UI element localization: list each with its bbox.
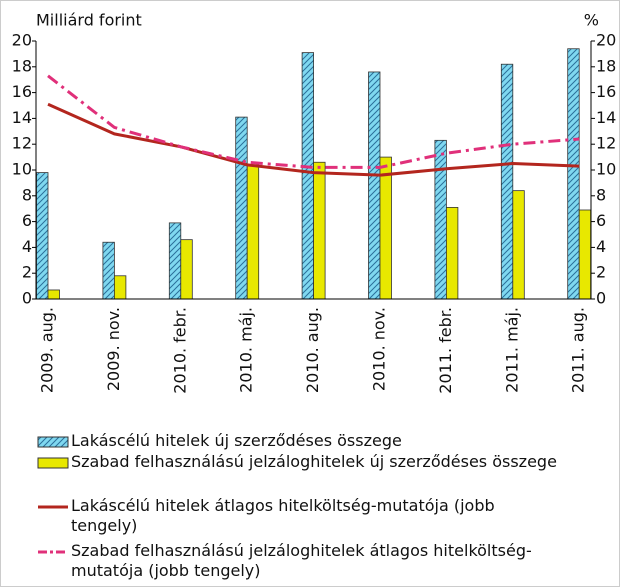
bar [114, 275, 127, 300]
legend-swatch [37, 457, 69, 469]
y2-tick-label: 12 [596, 134, 616, 153]
legend-icon [37, 436, 69, 448]
y2-tick-label: 18 [596, 56, 616, 75]
x-tick-label: 2010. nov. [370, 307, 389, 391]
y-tick-label: 20 [12, 31, 32, 50]
legend-icon [38, 505, 68, 509]
y2-tick-label: 6 [596, 211, 606, 230]
legend-icon [38, 550, 68, 554]
plot: Milliárd forint % 0 2 4 6 8 10 12 14 16 18 20 0 2 4 6 8… [12, 11, 617, 394]
legend-label: Lakáscélú hitelek átlagos hitelköltség-m… [71, 496, 495, 535]
legend-swatch [37, 436, 69, 448]
bar [168, 222, 182, 300]
legend-item: Lakáscélú hitelek átlagos hitelköltség-m… [38, 496, 561, 536]
legend-item: Szabad felhasználású jelzáloghitelek átl… [38, 541, 561, 581]
y-tick-label: 4 [22, 237, 32, 256]
legend-label: Szabad felhasználású jelzáloghitelek új … [71, 452, 557, 471]
bar [313, 161, 326, 300]
y-axis-label: Milliárd forint [36, 11, 142, 30]
bar [235, 116, 248, 300]
y-tick-label: 10 [12, 160, 32, 179]
y-tick-label: 6 [22, 211, 32, 230]
bar [180, 239, 193, 300]
y2-tick-label: 0 [596, 289, 606, 308]
legend-label: Lakáscélú hitelek új szerződéses összege [71, 431, 402, 450]
bar [567, 48, 580, 300]
y2-tick-label: 4 [596, 237, 606, 256]
y-tick-label: 12 [12, 134, 32, 153]
bar [379, 156, 392, 300]
x-tick-label: 2011. aug. [569, 307, 588, 393]
bar [445, 207, 459, 300]
line [47, 102, 580, 177]
bar [368, 71, 381, 300]
bar [434, 139, 447, 300]
legend-item: Lakáscélú hitelek új szerződéses összege [37, 431, 561, 451]
y2-tick-label: 14 [596, 108, 616, 127]
x-tick-label: 2009. nov. [104, 307, 123, 391]
y-tick-label: 0 [22, 289, 32, 308]
y-tick-label: 16 [12, 82, 32, 101]
x-tick-label: 2011. febr. [436, 307, 455, 394]
x-tick-label: 2010. aug. [303, 307, 322, 393]
x-tick-label: 2010. máj. [237, 307, 256, 393]
y2-tick-label: 2 [596, 263, 606, 282]
y2-tick-label: 16 [596, 82, 616, 101]
y-tick-label: 8 [22, 185, 32, 204]
y-tick-label: 2 [22, 263, 32, 282]
bar [301, 52, 315, 300]
legend-item: Szabad felhasználású jelzáloghitelek új … [37, 452, 561, 472]
bar [36, 172, 49, 300]
y2-tick-label: 8 [596, 185, 606, 204]
bar [47, 289, 60, 300]
bar [102, 241, 115, 300]
bar [512, 190, 525, 300]
x-tick-label: 2009. aug. [38, 307, 57, 393]
x-tick-label: 2010. febr. [170, 307, 189, 394]
x-tick-label: 2011. máj. [502, 307, 521, 393]
y-tick-label: 14 [12, 108, 32, 127]
legend-icon [37, 457, 69, 469]
line [47, 74, 580, 169]
y2-tick-label: 10 [596, 160, 616, 179]
y2-tick-label: 20 [596, 31, 616, 50]
bar [578, 209, 592, 300]
bar [246, 164, 260, 300]
legend-label: Szabad felhasználású jelzáloghitelek átl… [71, 541, 532, 580]
bar [500, 63, 514, 300]
y-tick-label: 18 [12, 56, 32, 75]
y2-axis-label: % [584, 11, 599, 30]
